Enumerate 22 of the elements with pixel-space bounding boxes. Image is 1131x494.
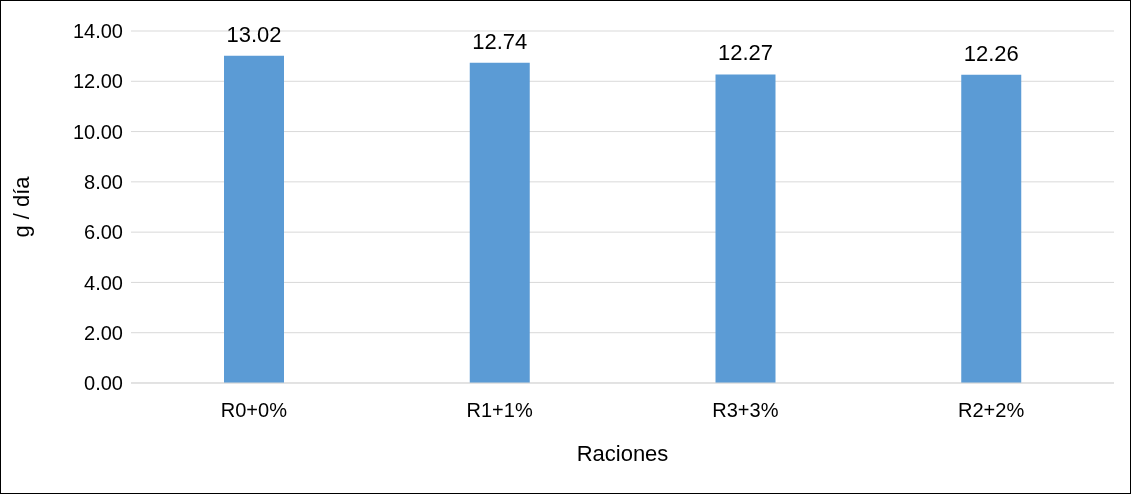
y-tick-label: 8.00 bbox=[84, 170, 123, 193]
x-axis-title: Raciones bbox=[576, 441, 669, 466]
x-tick-label: R0+0% bbox=[220, 399, 288, 422]
y-tick-label: 10.00 bbox=[72, 120, 123, 143]
x-tick-label: R2+2% bbox=[958, 399, 1025, 422]
x-tick-label: R1+1% bbox=[466, 399, 533, 422]
y-tick-label: 0.00 bbox=[84, 372, 123, 395]
data-label: 12.74 bbox=[472, 28, 528, 54]
y-axis-title: g / día bbox=[8, 175, 34, 238]
data-label: 12.27 bbox=[717, 40, 774, 66]
data-label: 12.26 bbox=[963, 40, 1019, 66]
y-tick-label: 2.00 bbox=[84, 321, 123, 344]
y-tick-label: 12.00 bbox=[72, 70, 123, 93]
y-tick-label: 14.00 bbox=[72, 20, 123, 43]
data-label: 13.02 bbox=[226, 21, 282, 47]
x-tick-label: R3+3% bbox=[712, 399, 779, 422]
bar bbox=[715, 74, 776, 383]
y-tick-label: 4.00 bbox=[84, 271, 123, 294]
bar bbox=[469, 62, 530, 383]
bar bbox=[961, 74, 1022, 383]
y-tick-label: 6.00 bbox=[84, 221, 123, 244]
bar bbox=[224, 55, 284, 383]
